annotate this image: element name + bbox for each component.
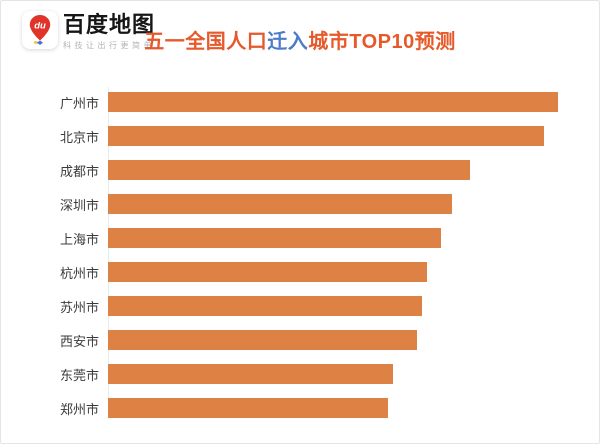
bar-row: 东莞市 — [1, 357, 599, 391]
bar-row: 杭州市 — [1, 255, 599, 289]
city-bar — [108, 126, 544, 146]
bar-chart: 广州市北京市成都市深圳市上海市杭州市苏州市西安市东莞市郑州市 — [1, 85, 599, 425]
title-part-2: 迁入 — [267, 31, 309, 53]
bar-row: 成都市 — [1, 153, 599, 187]
city-label: 成都市 — [59, 163, 99, 179]
svg-text:du: du — [34, 21, 46, 32]
bar-track — [108, 92, 599, 112]
bar-track — [108, 330, 599, 350]
baidu-maps-logo: du 百度地图 科技让出行更简单 — [22, 11, 155, 51]
city-label: 郑州市 — [59, 401, 99, 417]
logo-tile: du — [22, 11, 58, 49]
city-bar — [108, 398, 388, 418]
city-bar — [108, 160, 470, 180]
page-title: 五一全国人口迁入城市TOP10预测 — [1, 25, 599, 54]
city-label: 西安市 — [59, 333, 99, 349]
title-part-1: 五一全国人口 — [144, 31, 268, 53]
y-axis-line — [108, 87, 109, 416]
city-label: 北京市 — [59, 129, 99, 145]
bar-row: 深圳市 — [1, 187, 599, 221]
city-label: 杭州市 — [59, 265, 99, 281]
city-label: 苏州市 — [59, 299, 99, 315]
bar-track — [108, 194, 599, 214]
bar-chart-rows: 广州市北京市成都市深圳市上海市杭州市苏州市西安市东莞市郑州市 — [1, 85, 599, 425]
bar-row: 广州市 — [1, 85, 599, 119]
city-bar — [108, 296, 422, 316]
bar-row: 上海市 — [1, 221, 599, 255]
bar-track — [108, 160, 599, 180]
city-bar — [108, 228, 441, 248]
bar-track — [108, 262, 599, 282]
bar-row: 苏州市 — [1, 289, 599, 323]
bar-row: 郑州市 — [1, 391, 599, 425]
city-label: 广州市 — [59, 95, 99, 111]
brand-slogan: 科技让出行更简单 — [63, 41, 155, 50]
city-bar — [108, 364, 393, 384]
logo-text-block: 百度地图 科技让出行更简单 — [63, 11, 155, 51]
brand-name: 百度地图 — [63, 12, 156, 37]
city-bar — [108, 262, 427, 282]
city-label: 上海市 — [59, 231, 99, 247]
bar-track — [108, 296, 599, 316]
city-bar — [108, 92, 558, 112]
bar-row: 北京市 — [1, 119, 599, 153]
bar-track — [108, 364, 599, 384]
bar-track — [108, 228, 599, 248]
city-bar — [108, 330, 417, 350]
bar-track — [108, 398, 599, 418]
bar-row: 西安市 — [1, 323, 599, 357]
title-part-3: 城市TOP10预测 — [308, 31, 456, 53]
city-label: 东莞市 — [59, 367, 99, 383]
city-label: 深圳市 — [59, 197, 99, 213]
city-bar — [108, 194, 452, 214]
map-pin-icon: du — [29, 15, 51, 45]
bar-track — [108, 126, 599, 146]
